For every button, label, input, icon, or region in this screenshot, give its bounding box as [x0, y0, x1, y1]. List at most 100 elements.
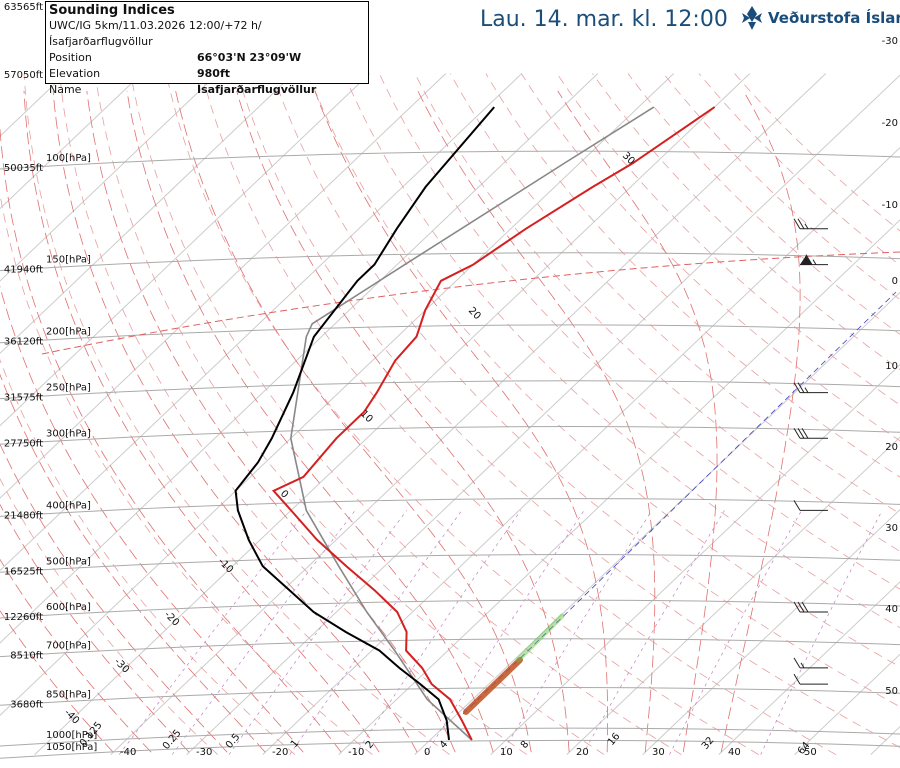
- wind-barb: [793, 428, 828, 439]
- moist-adiabat-label: 10: [358, 408, 375, 425]
- isotherm-line: [262, 146, 900, 755]
- sounding-info-panel: Sounding Indices UWC/IG 5km/11.03.2026 1…: [45, 1, 369, 96]
- bottom-temp-label: 0: [424, 747, 430, 758]
- wind-barb-flag: [797, 382, 805, 393]
- height-label: 50035ft: [4, 163, 43, 174]
- bottom-temp-label: 10: [500, 747, 513, 758]
- isotherm-line: [718, 581, 900, 755]
- dry-adiabat-line: [307, 73, 900, 668]
- info-key: Position: [49, 51, 92, 64]
- bottom-temp-label: -30: [196, 747, 212, 758]
- height-label: 63565ft: [4, 2, 43, 13]
- moist-adiabat-line: [720, 90, 801, 753]
- isobar-line: [0, 553, 900, 573]
- dry-adiabat-line: [0, 192, 373, 755]
- mixing-ratio-line: [171, 510, 356, 755]
- dry-adiabat-line: [627, 73, 900, 335]
- wind-barb-flag: [793, 382, 801, 393]
- wind-barb-flag: [797, 601, 805, 613]
- mixing-ratio-label: 4: [438, 739, 451, 751]
- dry-adiabat-line: [236, 73, 900, 748]
- moist-adiabat-label: -40: [62, 707, 81, 726]
- isotherm-line: [0, 73, 599, 644]
- pressure-label: 1000[hPa]: [46, 730, 97, 741]
- isobar-line: [0, 150, 900, 170]
- wind-barb: [793, 657, 828, 669]
- dry-adiabat-line: [59, 73, 528, 755]
- wind-barb-flag: [797, 218, 805, 229]
- height-label: 16525ft: [4, 566, 43, 577]
- info-value: 980ft: [197, 67, 231, 80]
- surface-layer-highlight: [463, 657, 523, 715]
- height-label: 8510ft: [10, 651, 43, 662]
- isobar-line: [0, 498, 900, 517]
- dry-adiabat-line: [201, 73, 837, 755]
- mixing-ratio-label: 32: [700, 735, 717, 752]
- isobar-line: [0, 425, 900, 445]
- isotherm-temp-label: 30: [885, 523, 898, 534]
- info-row-elevation: Elevation 980ft: [46, 66, 368, 82]
- profile-layer: [234, 106, 716, 741]
- dry-adiabat-line: [130, 73, 682, 755]
- wind-barb-flag: [793, 657, 801, 669]
- bottom-temp-label: -20: [272, 747, 288, 758]
- height-label: 41940ft: [4, 265, 43, 276]
- bottom-temp-label: 30: [652, 747, 665, 758]
- isotherm-line: [566, 436, 900, 755]
- mixing-ratio-line: [582, 510, 725, 755]
- isotherm-temp-label: -10: [882, 200, 898, 211]
- moist-adiabat-line: [0, 443, 228, 753]
- isobar-line: [0, 686, 900, 706]
- brand-name: Veðurstofa Íslands: [768, 8, 900, 27]
- pressure-label: 500[hPa]: [46, 556, 91, 567]
- dewpoint-curve: [234, 106, 495, 741]
- info-heading: Sounding Indices: [49, 3, 175, 18]
- wind-barb: [793, 673, 828, 685]
- moist-adiabat-line: [236, 90, 570, 753]
- wind-barb-flag: [793, 673, 801, 685]
- pressure-label: 200[hPa]: [46, 327, 91, 338]
- parcel-curve: [289, 106, 655, 741]
- wind-barb-flag: [801, 601, 809, 613]
- wind-barb-flag: [801, 428, 809, 439]
- wind-barb-half: [804, 387, 809, 393]
- info-run: UWC/IG 5km/11.03.2026 12:00/+72 h/Ísafja…: [49, 19, 262, 48]
- mixing-ratio-line: [500, 510, 653, 755]
- height-label: 3680ft: [10, 699, 43, 710]
- moist-adiabat-line: [0, 285, 304, 753]
- wind-barb: [793, 382, 828, 394]
- mixing-ratio-label: 8: [519, 739, 532, 751]
- dry-adiabat-line: [343, 73, 900, 629]
- freezing-level-line: [41, 251, 900, 355]
- info-key: Name: [49, 83, 82, 96]
- dry-adiabat-line: [592, 73, 900, 370]
- isotherm-line: [0, 73, 219, 282]
- bottom-temp-label: -40: [120, 747, 136, 758]
- mixing-ratio-line: [669, 510, 802, 755]
- isotherm-line: [186, 74, 900, 755]
- isotherm-line: [110, 73, 827, 755]
- moist-adiabat-line: [0, 558, 152, 753]
- moist-adiabat-line: [557, 90, 718, 753]
- mixing-ratio-line: [289, 510, 463, 755]
- moist-adiabat-line: [52, 90, 418, 753]
- info-key: Elevation: [49, 67, 101, 80]
- isotherm-line: [34, 73, 751, 755]
- wind-barb: [800, 254, 828, 266]
- vedur-logo-icon: [742, 6, 762, 30]
- info-value: Ísafjarðarflugvöllur: [197, 83, 317, 96]
- isotherm-temp-label: -20: [882, 118, 898, 129]
- isobar-line: [0, 638, 900, 658]
- mixing-ratio-line: [760, 510, 883, 755]
- wind-barb: [793, 500, 828, 511]
- isotherm-temp-label: 20: [885, 442, 898, 453]
- isotherm-temp-label: -30: [882, 36, 898, 47]
- temperature-curve: [271, 106, 716, 741]
- pressure-label: 850[hPa]: [46, 689, 91, 700]
- isotherm-line: [338, 219, 900, 755]
- wind-barb-half: [812, 259, 817, 265]
- isobar-line: [0, 739, 900, 759]
- height-label: 27750ft: [4, 438, 43, 449]
- isotherm-temp-label: 0: [892, 276, 898, 287]
